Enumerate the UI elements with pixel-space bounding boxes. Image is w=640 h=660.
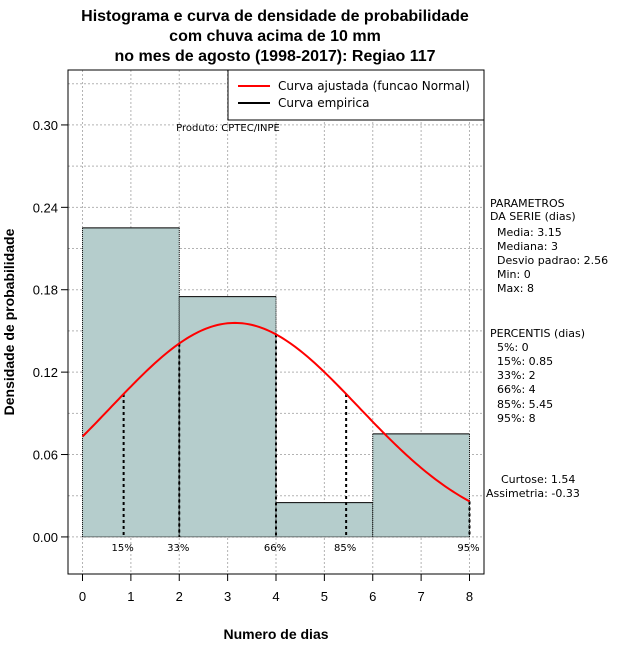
percentile-lines: 15% 33% 66% 85% 95% [112,334,480,554]
x-tick-label: 4 [272,589,279,604]
y-tick-label: 0.30 [33,118,58,133]
chart-title-line-3: no mes de agosto (1998-2017): Regiao 117 [114,48,435,65]
x-tick-label: 1 [127,589,134,604]
chart-title-line-2: com chuva acima de 10 mm [169,28,381,45]
product-annotation: Produto: CPTEC/INPE [176,123,280,134]
side-panel-parameters: PARAMETROS DA SERIE (dias) Media: 3.15 M… [490,197,608,295]
x-axis: 0 1 2 3 4 5 6 7 8 [79,573,473,604]
y-tick-label: 0.24 [33,200,58,215]
histogram-bars [82,227,470,538]
x-tick-label: 2 [176,589,183,604]
percentile-label-85: 85% [334,543,356,554]
param-min: Min: 0 [497,268,531,281]
x-tick-label: 7 [417,589,424,604]
histogram-bar [276,502,373,537]
y-tick-label: 0.12 [33,365,58,380]
percentil-95: 95%: 8 [497,412,536,425]
histogram-bar [82,227,180,537]
histogram-bar [179,296,276,537]
chart-title-line-1: Histograma e curva de densidade de proba… [81,8,469,25]
histogram-bar [372,433,470,537]
param-mediana: Mediana: 3 [497,240,558,253]
x-tick-label: 6 [369,589,376,604]
percentile-label-66: 66% [264,543,286,554]
percentis-title: PERCENTIS (dias) [490,327,585,340]
normal-curve [81,321,470,503]
curtose-value: Curtose: 1.54 [501,473,575,486]
legend-box [227,69,485,121]
y-axis-title: Densidade de probabilidade [1,228,17,415]
x-tick-label: 3 [224,589,231,604]
percentile-label-33: 33% [167,543,189,554]
parametros-title-2: DA SERIE (dias) [490,210,576,223]
percentil-33: 33%: 2 [497,369,536,382]
x-tick-label: 0 [79,589,86,604]
param-desvio: Desvio padrao: 2.56 [497,254,608,267]
percentil-5: 5%: 0 [497,341,529,354]
y-tick-label: 0.00 [33,530,58,545]
x-tick-label: 8 [466,589,473,604]
percentil-66: 66%: 4 [497,383,536,396]
legend-label-fit: Curva ajustada (funcao Normal) [278,79,470,93]
y-tick-label: 0.06 [33,448,58,463]
assimetria-value: Assimetria: -0.33 [486,487,580,500]
normal-curve-path [81,321,470,503]
percentil-15: 15%: 0.85 [497,355,553,368]
side-panel-percentiles: PERCENTIS (dias) 5%: 0 15%: 0.85 33%: 2 … [490,327,585,425]
y-tick-label: 0.18 [33,283,58,298]
legend: Curva ajustada (funcao Normal) Curva emp… [227,69,485,121]
x-tick-label: 5 [321,589,328,604]
param-media: Media: 3.15 [497,226,562,239]
percentil-85: 85%: 5.45 [497,398,553,411]
y-axis: 0.00 0.06 0.12 0.18 0.24 0.30 [33,118,69,545]
param-max: Max: 8 [497,282,534,295]
percentile-label-15: 15% [112,543,134,554]
legend-label-empirical: Curva empirica [278,96,369,110]
percentile-label-95: 95% [457,543,479,554]
parametros-title-1: PARAMETROS [490,197,565,210]
x-axis-title: Numero de dias [223,626,328,642]
